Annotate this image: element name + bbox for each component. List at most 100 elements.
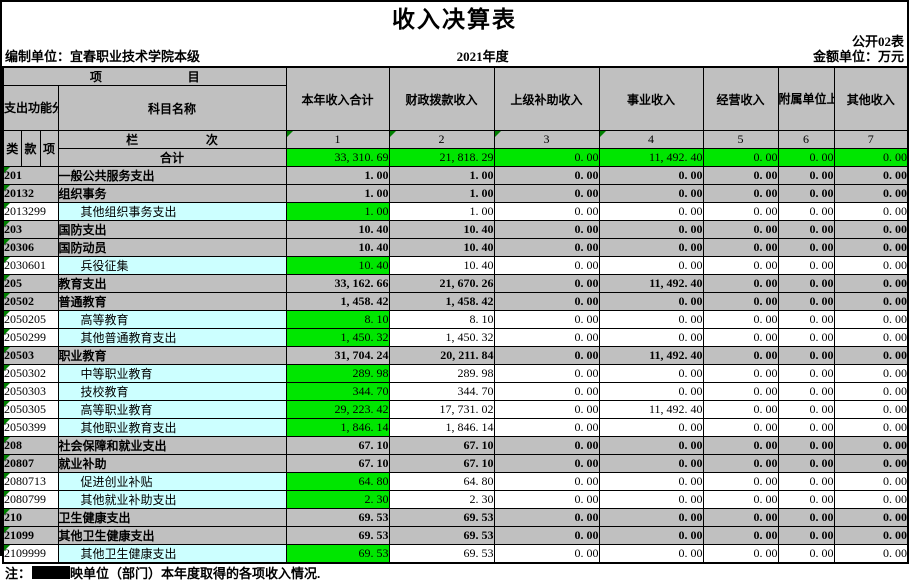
row-value: 69. 53 xyxy=(285,544,390,564)
project-header-cell: 项 目 xyxy=(2,66,287,86)
row-value: 0. 00 xyxy=(833,238,909,257)
table-row: 2080713 促进创业补贴 64. 80 64. 80 0. 00 0. 00 0. 00… xyxy=(2,472,909,491)
row-name: 高等职业教育 xyxy=(57,400,287,419)
row-value: 0. 00 xyxy=(493,274,600,293)
row-value: 0. 00 xyxy=(833,184,909,203)
row-value: 11, 492. 40 xyxy=(598,400,704,419)
row-value: 67. 10 xyxy=(388,454,495,473)
row-value: 0. 00 xyxy=(493,436,600,455)
row-value: 0. 00 xyxy=(493,382,600,401)
row-value: 21, 670. 26 xyxy=(388,274,495,293)
table-row: 205 教育支出 33, 162. 66 21, 670. 26 0. 00 11, 49… xyxy=(2,274,909,293)
row-value: 0. 00 xyxy=(777,490,835,509)
row-name: 教育支出 xyxy=(57,274,287,293)
row-value: 0. 00 xyxy=(702,274,779,293)
table-row: 20132 组织事务 1. 00 1. 00 0. 00 0. 00 0. 00 0. 00 0… xyxy=(2,184,909,203)
column-number-7: 7 xyxy=(833,130,909,149)
row-code: 2080713 xyxy=(2,472,59,491)
row-value: 0. 00 xyxy=(833,490,909,509)
col-header-business-income: 经营收入 xyxy=(702,66,779,131)
table-row: 2050205 高等教育 8. 10 8. 10 0. 00 0. 00 0. 00 0. 0… xyxy=(2,310,909,329)
row-value: 0. 00 xyxy=(493,418,600,437)
table-row: 2050305 高等职业教育 29, 223. 42 17, 731. 02 0. 00… xyxy=(2,400,909,419)
row-value: 0. 00 xyxy=(493,220,600,239)
col-header-operation-income: 事业收入 xyxy=(598,66,704,131)
footnote-prefix: 注： xyxy=(5,565,32,581)
row-value: 0. 00 xyxy=(777,184,835,203)
row-value: 0. 00 xyxy=(702,382,779,401)
row-value: 11, 492. 40 xyxy=(598,346,704,365)
row-value: 0. 00 xyxy=(493,256,600,275)
row-value: 20, 211. 84 xyxy=(388,346,495,365)
table-row: 21099 其他卫生健康支出 69. 53 69. 53 0. 00 0. 00 0. 00… xyxy=(2,526,909,545)
row-value: 8. 10 xyxy=(388,310,495,329)
row-value: 69. 53 xyxy=(388,526,495,545)
row-value: 0. 00 xyxy=(702,490,779,509)
row-value: 0. 00 xyxy=(493,526,600,545)
row-value: 0. 00 xyxy=(702,436,779,455)
row-name: 高等教育 xyxy=(57,310,287,329)
row-value: 0. 00 xyxy=(833,418,909,437)
row-value: 0. 00 xyxy=(777,292,835,311)
row-value: 1, 450. 32 xyxy=(285,328,390,347)
row-value: 0. 00 xyxy=(777,526,835,545)
row-value: 0. 00 xyxy=(833,328,909,347)
redaction-box xyxy=(32,565,71,579)
row-value: 0. 00 xyxy=(598,202,704,221)
row-value: 0. 00 xyxy=(777,364,835,383)
row-code: 2050305 xyxy=(2,400,59,419)
row-value: 0. 00 xyxy=(493,454,600,473)
page-title: 收入决算表 xyxy=(392,7,517,32)
row-value: 2. 30 xyxy=(388,490,495,509)
row-value: 0. 00 xyxy=(833,436,909,455)
row-code: 203 xyxy=(2,220,59,239)
table-row: 20306 国防动员 10. 40 10. 40 0. 00 0. 00 0. 00 0. 0… xyxy=(2,238,909,257)
row-value: 0. 00 xyxy=(598,292,704,311)
row-value: 0. 00 xyxy=(777,238,835,257)
row-code: 201 xyxy=(2,166,59,185)
row-value: 0. 00 xyxy=(777,508,835,527)
row-value: 0. 00 xyxy=(598,364,704,383)
subject-name-header: 科目名称 xyxy=(57,85,287,131)
row-value: 289. 98 xyxy=(285,364,390,383)
row-code: 2030601 xyxy=(2,256,59,275)
table-row: 210 卫生健康支出 69. 53 69. 53 0. 00 0. 00 0. 00 0. 0… xyxy=(2,508,909,527)
row-name: 组织事务 xyxy=(57,184,287,203)
total-value: 11, 492. 40 xyxy=(598,148,704,167)
row-value: 1. 00 xyxy=(388,166,495,185)
footnote: 注： 映单位（部门）本年度取得的各项收入情况. xyxy=(2,564,907,581)
row-name: 社会保障和就业支出 xyxy=(57,436,287,455)
row-value: 0. 00 xyxy=(833,454,909,473)
row-value: 0. 00 xyxy=(493,184,600,203)
row-value: 0. 00 xyxy=(702,238,779,257)
row-name: 就业补助 xyxy=(57,454,287,473)
row-value: 0. 00 xyxy=(493,238,600,257)
row-value: 0. 00 xyxy=(598,256,704,275)
row-value: 33, 162. 66 xyxy=(285,274,390,293)
row-value: 8. 10 xyxy=(285,310,390,329)
row-value: 10. 40 xyxy=(388,220,495,239)
row-value: 0. 00 xyxy=(777,220,835,239)
row-value: 1, 846. 14 xyxy=(388,418,495,437)
table-row: 2013299 其他组织事务支出 1. 00 1. 00 0. 00 0. 00 0. 00… xyxy=(2,202,909,221)
row-value: 0. 00 xyxy=(833,220,909,239)
row-value: 69. 53 xyxy=(285,526,390,545)
col-header-affiliated-unit: 附属单位上缴收入 xyxy=(777,66,835,131)
row-value: 0. 00 xyxy=(493,364,600,383)
total-value: 0. 00 xyxy=(777,148,835,167)
row-value: 0. 00 xyxy=(777,310,835,329)
row-value: 0. 00 xyxy=(598,544,704,564)
row-name: 其他卫生健康支出 xyxy=(57,526,287,545)
row-value: 0. 00 xyxy=(702,346,779,365)
row-value: 0. 00 xyxy=(833,382,909,401)
total-value: 33, 310. 69 xyxy=(285,148,390,167)
row-value: 0. 00 xyxy=(598,436,704,455)
row-value: 0. 00 xyxy=(702,544,779,564)
prepared-by: 编制单位：宜春职业技术学院本级 xyxy=(5,49,201,64)
row-value: 0. 00 xyxy=(598,328,704,347)
row-code: 21099 xyxy=(2,526,59,545)
row-value: 0. 00 xyxy=(702,454,779,473)
header-row-labels: 支出功能分类科目编码 科目名称 xyxy=(2,85,908,131)
row-value: 0. 00 xyxy=(493,310,600,329)
row-code: 2050299 xyxy=(2,328,59,347)
